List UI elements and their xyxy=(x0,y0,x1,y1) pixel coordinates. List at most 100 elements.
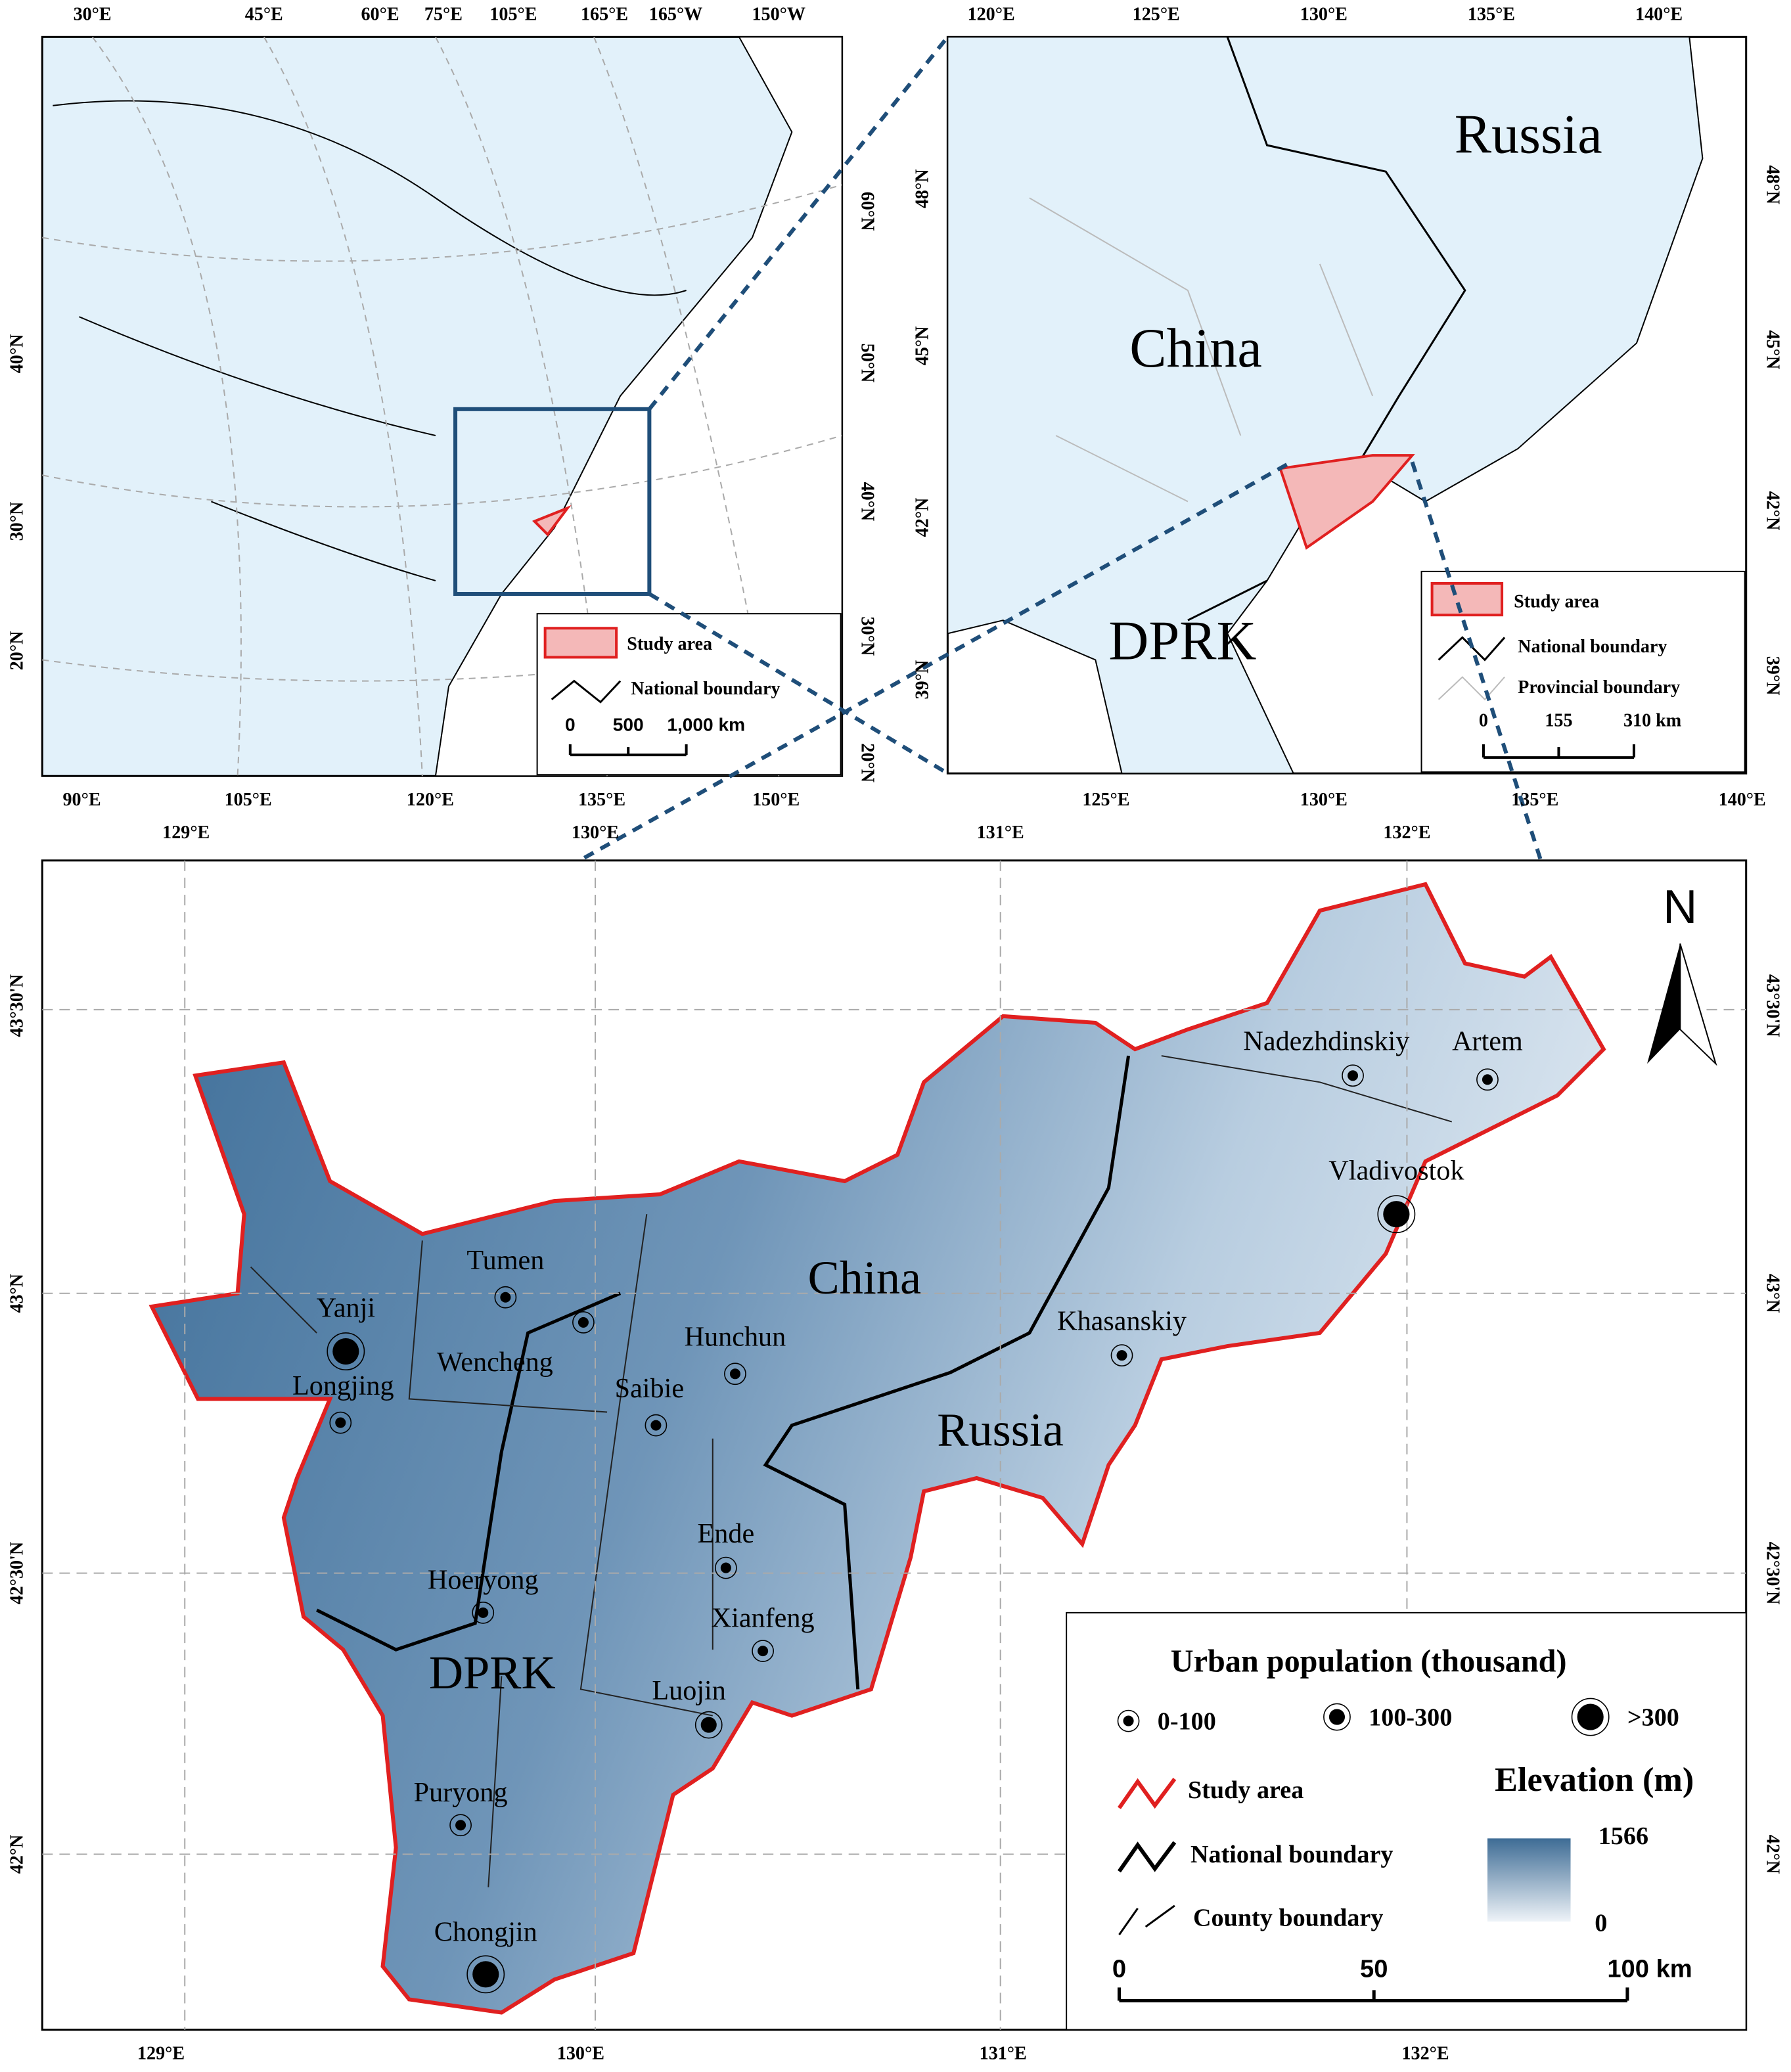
city-symbol xyxy=(1348,1070,1359,1081)
tick-label: 42°N xyxy=(1762,1835,1782,1874)
label: 1,000 km xyxy=(667,714,745,734)
scale-bar xyxy=(1117,1987,1629,2002)
legend-line xyxy=(1118,1841,1177,1873)
tick-label: 135°E xyxy=(1468,5,1515,25)
city-ring xyxy=(1110,1344,1133,1367)
city-ring xyxy=(572,1311,595,1334)
tick-label: 43°30'N xyxy=(1762,974,1782,1037)
city-label: Ende xyxy=(698,1518,755,1549)
tick-label: 131°E xyxy=(980,2043,1027,2063)
city-symbol xyxy=(332,1338,359,1365)
country-label: Russia xyxy=(937,1403,1064,1456)
tick-label: 140°E xyxy=(1635,5,1683,25)
city-label: Wencheng xyxy=(437,1347,553,1378)
tick-label: 42°30'N xyxy=(7,1542,28,1605)
city-ring xyxy=(1342,1064,1364,1087)
city-symbol xyxy=(472,1961,499,1988)
city-ring xyxy=(1571,1698,1610,1736)
country-label: China xyxy=(1129,318,1262,379)
label: 100-300 xyxy=(1369,1703,1452,1731)
tick-label: 40°N xyxy=(7,334,28,374)
tick-label: 140°E xyxy=(1719,790,1766,810)
city-label: Vladivostok xyxy=(1328,1156,1464,1186)
tick-label: 43°N xyxy=(7,1274,28,1313)
city-label: Yanji xyxy=(317,1293,375,1324)
tick-label: 129°E xyxy=(162,822,210,843)
tick-label: 150°W xyxy=(752,5,805,25)
tick-label: 60°E xyxy=(361,5,399,25)
legend-swatch xyxy=(1430,581,1504,617)
city-symbol xyxy=(1383,1201,1410,1228)
legend-swatch xyxy=(543,627,618,659)
tick-label: 90°E xyxy=(62,790,101,810)
tick-label: 132°E xyxy=(1383,822,1430,843)
scale-bar xyxy=(1482,744,1635,759)
legend-box xyxy=(1420,570,1746,773)
label: Study area xyxy=(627,634,712,654)
label: >300 xyxy=(1627,1703,1679,1731)
elevation-ramp xyxy=(1487,1838,1571,1922)
city-symbol xyxy=(455,1820,466,1831)
graticule xyxy=(42,860,1746,2030)
tick-label: 150°E xyxy=(752,790,800,810)
city-ring xyxy=(1117,1709,1140,1732)
extent-box xyxy=(453,407,652,597)
boundary xyxy=(53,100,687,581)
tick-label: 75°E xyxy=(424,5,463,25)
city-ring xyxy=(327,1332,365,1371)
scale-bar xyxy=(568,744,688,757)
connector xyxy=(194,35,1602,1077)
city-symbol xyxy=(1328,1709,1346,1725)
tick-label: 42°30'N xyxy=(1762,1542,1782,1605)
city-label: Puryong xyxy=(414,1777,508,1808)
sea xyxy=(434,36,843,777)
city-label: Xianfeng xyxy=(712,1603,815,1634)
tick-label: 42°N xyxy=(1762,491,1782,531)
city-symbol xyxy=(758,1646,769,1657)
label: 0 xyxy=(1112,1954,1126,1983)
city-ring xyxy=(714,1556,737,1579)
city-ring xyxy=(466,1955,505,1994)
label: 0 xyxy=(1479,710,1488,731)
country-label: Russia xyxy=(1455,104,1602,165)
city-label: Artem xyxy=(1452,1026,1523,1057)
city-ring xyxy=(694,1711,723,1739)
tick-label: 135°E xyxy=(1511,790,1558,810)
tick-label: 39°N xyxy=(913,660,933,700)
tick-label: 132°E xyxy=(1401,2043,1449,2063)
tick-label: 30°N xyxy=(7,502,28,541)
label: Urban population (thousand) xyxy=(1171,1644,1567,1678)
city-label: Chongjin xyxy=(434,1917,537,1948)
city-ring xyxy=(1323,1703,1351,1731)
city-symbol xyxy=(1123,1715,1134,1726)
city-ring xyxy=(1476,1068,1499,1091)
city-symbol xyxy=(1482,1074,1493,1085)
city-label: Saibie xyxy=(615,1373,684,1404)
tick-label: 165°E xyxy=(581,5,628,25)
city-symbol xyxy=(1116,1350,1127,1361)
tick-label: 48°N xyxy=(1762,165,1782,204)
graticule xyxy=(42,36,842,777)
tick-label: 43°N xyxy=(1762,1274,1782,1313)
legend-box xyxy=(1066,1611,1747,2031)
tick-label: 105°E xyxy=(225,790,272,810)
provincial-boundary xyxy=(1029,197,1374,503)
city-ring xyxy=(752,1640,774,1662)
tick-label: 120°E xyxy=(968,5,1015,25)
study-area xyxy=(1278,454,1415,550)
national-boundary xyxy=(1187,36,1466,621)
label: 310 km xyxy=(1623,710,1681,731)
tick-label: 131°E xyxy=(977,822,1024,843)
label: 0-100 xyxy=(1158,1707,1216,1735)
legend-line xyxy=(551,679,622,704)
county-boundary xyxy=(250,1055,1453,1887)
city-label: Tumen xyxy=(466,1245,544,1276)
study-map xyxy=(41,859,1748,2031)
tick-label: 45°N xyxy=(913,327,933,366)
tick-label: 42°N xyxy=(913,498,933,537)
city-label: Luojin xyxy=(652,1675,725,1706)
city-label: Longjing xyxy=(292,1370,394,1401)
city-symbol xyxy=(500,1292,511,1303)
tick-label: 125°E xyxy=(1133,5,1180,25)
